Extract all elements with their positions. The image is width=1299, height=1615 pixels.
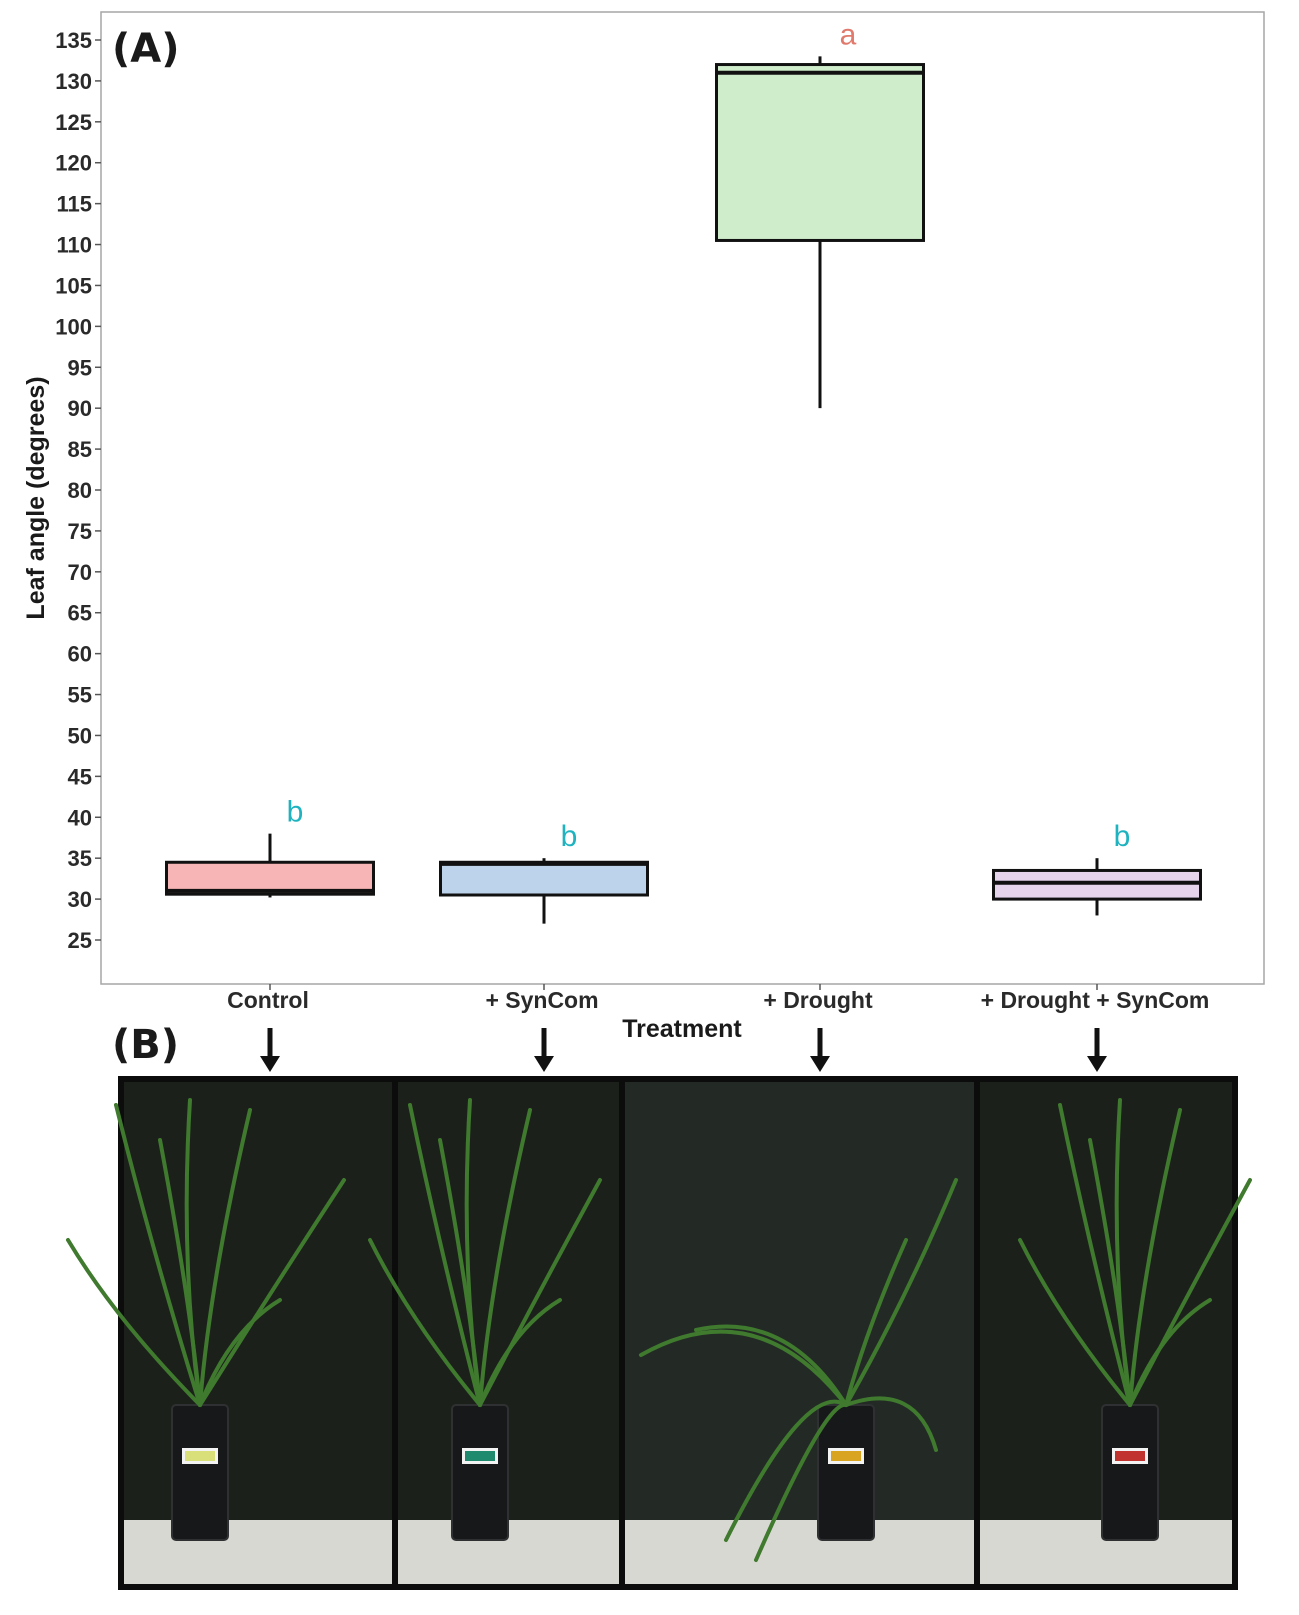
- x-axis-ticks: Control + SynCom + Drought + Drought + SynC…: [227, 984, 1209, 1013]
- leaf: [1018, 1238, 1132, 1407]
- y-tick-label: 65: [68, 601, 92, 626]
- x-tick-label: Control: [227, 987, 309, 1013]
- photo-divider: [619, 1082, 625, 1584]
- photo-divider: [392, 1082, 398, 1584]
- leaf: [114, 1103, 202, 1407]
- y-tick-label: 25: [68, 928, 92, 953]
- plant-photos: [66, 1082, 1252, 1584]
- y-tick-label: 55: [68, 683, 92, 708]
- down-arrow-icon: [260, 1028, 280, 1072]
- pot-label-tag: [831, 1451, 861, 1461]
- leaf: [198, 1178, 346, 1407]
- leaf: [198, 1108, 252, 1407]
- significance-letter: a: [840, 18, 857, 51]
- box-3: a: [715, 18, 925, 409]
- pot-label-tag: [1115, 1451, 1145, 1461]
- table-surface: [625, 1520, 974, 1584]
- leaf: [639, 1329, 848, 1407]
- pot: [171, 1404, 229, 1541]
- leaf: [66, 1238, 202, 1407]
- down-arrow-icon: [1087, 1028, 1107, 1072]
- box-iqr: [165, 860, 375, 896]
- y-axis: 25 30 35 40 45 50 55 60 65 70 75 80 85 90 95 100 105 110 1…: [55, 28, 101, 953]
- leaf: [408, 1103, 482, 1407]
- pot: [1101, 1404, 1159, 1541]
- plot-area-border: [100, 11, 1265, 985]
- photo-background: [124, 1082, 392, 1584]
- leaf: [478, 1108, 532, 1407]
- leaf: [158, 1138, 202, 1407]
- leaf: [1088, 1138, 1132, 1407]
- y-tick-label: 95: [68, 355, 92, 380]
- y-tick-label: 60: [68, 642, 92, 667]
- x-axis-label: Treatment: [622, 1015, 742, 1043]
- y-tick-label: 130: [55, 69, 92, 94]
- plant-photo-2: [368, 1082, 625, 1584]
- panel-b-label: (B): [112, 1022, 179, 1068]
- leaf: [198, 1298, 282, 1407]
- treatment-arrows: [260, 1028, 1107, 1072]
- x-tick-label: + Drought: [763, 987, 873, 1013]
- y-tick-label: 70: [68, 560, 92, 585]
- box-plots: b b a b: [165, 18, 1202, 924]
- y-tick-label: 135: [55, 28, 92, 53]
- box-iqr: [439, 860, 649, 897]
- leaf: [844, 1396, 938, 1452]
- box-iqr: [992, 868, 1202, 901]
- y-tick-label: 120: [55, 151, 92, 176]
- y-tick-label: 110: [57, 233, 93, 258]
- y-tick-label: 50: [68, 723, 92, 748]
- box-iqr: [715, 63, 925, 242]
- leaf: [694, 1324, 848, 1407]
- box-4: b: [992, 820, 1202, 916]
- plant-photo-4: [980, 1082, 1252, 1584]
- y-tick-label: 115: [57, 192, 93, 217]
- leaf: [844, 1178, 958, 1407]
- plant-photo-1: [66, 1082, 398, 1584]
- pot: [451, 1404, 509, 1541]
- y-tick-label: 105: [55, 273, 92, 298]
- down-arrow-icon: [534, 1028, 554, 1072]
- y-tick-label: 75: [68, 519, 92, 544]
- table-surface: [124, 1520, 392, 1584]
- x-tick-label: + Drought + SynCom: [981, 987, 1210, 1013]
- x-tick-label: + SynCom: [485, 987, 598, 1013]
- photo-divider: [974, 1082, 980, 1584]
- y-tick-label: 35: [68, 846, 92, 871]
- y-tick-label: 85: [68, 437, 92, 462]
- box-2: b: [439, 820, 649, 924]
- significance-letter: b: [1114, 820, 1131, 853]
- pot-label-tag: [185, 1451, 215, 1461]
- box-1: b: [165, 796, 375, 898]
- panel-a-label: (A): [112, 26, 180, 72]
- significance-letter: b: [561, 820, 578, 853]
- leaf: [478, 1298, 562, 1407]
- pot-label-tag: [465, 1451, 495, 1461]
- pot: [817, 1404, 875, 1541]
- leaf: [1128, 1108, 1182, 1407]
- y-tick-label: 90: [68, 396, 92, 421]
- significance-letter: b: [287, 796, 304, 829]
- leaf: [438, 1138, 482, 1407]
- plant-photo-3: [625, 1082, 980, 1584]
- photo-background: [625, 1082, 974, 1584]
- y-axis-label: Leaf angle (degrees): [22, 376, 50, 619]
- leaf: [1058, 1103, 1132, 1407]
- y-tick-label: 80: [68, 478, 92, 503]
- leaf: [724, 1399, 848, 1542]
- y-tick-label: 100: [55, 314, 92, 339]
- leaf: [1128, 1298, 1212, 1407]
- y-tick-label: 125: [55, 110, 92, 135]
- y-tick-label: 45: [68, 764, 92, 789]
- y-tick-label: 40: [68, 805, 92, 830]
- down-arrow-icon: [810, 1028, 830, 1072]
- leaf: [754, 1402, 848, 1562]
- panel-a: 25 30 35 40 45 50 55 60 65 70 75 80 85 90 95 100 105 110 1…: [22, 11, 1265, 1043]
- leaf: [368, 1238, 482, 1407]
- y-tick-label: 30: [68, 887, 92, 912]
- panel-b: (B): [66, 1022, 1252, 1590]
- leaf: [844, 1238, 908, 1407]
